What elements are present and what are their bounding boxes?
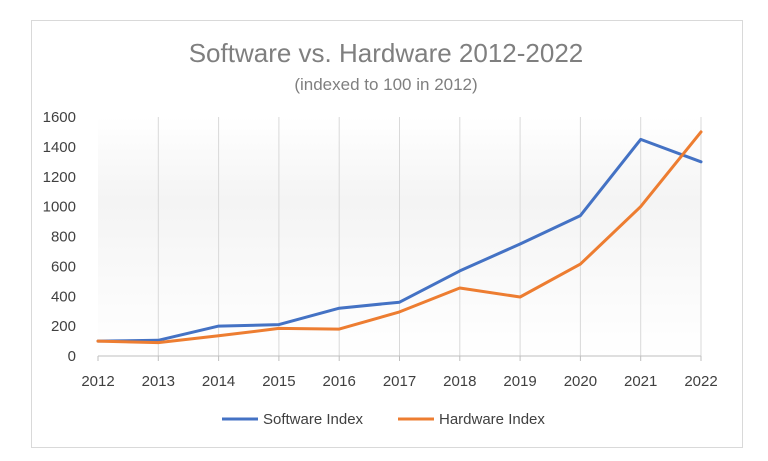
data-point (639, 205, 642, 208)
x-tick-label: 2017 (383, 373, 416, 390)
data-point (699, 130, 703, 134)
x-axis-labels: 2012 2013 2014 2015 2016 2017 2018 2019 2020 2021… (81, 373, 717, 390)
x-tick-label: 2018 (443, 373, 476, 390)
data-point (217, 324, 220, 328)
data-point (579, 214, 582, 217)
y-tick-label: 400 (51, 288, 76, 305)
data-point (217, 334, 220, 338)
y-tick-label: 1200 (43, 169, 76, 186)
x-tick-label: 2020 (564, 373, 597, 390)
data-point (518, 242, 522, 246)
y-tick-label: 1000 (43, 199, 76, 216)
data-point (458, 286, 461, 290)
legend-label-software: Software Index (263, 411, 364, 428)
data-point (398, 301, 401, 304)
legend-label-hardware: Hardware Index (439, 411, 545, 428)
y-tick-label: 600 (51, 258, 76, 275)
legend: Software Index Hardware Index (222, 411, 545, 428)
x-tick-label: 2014 (202, 373, 235, 390)
data-point (458, 269, 461, 273)
x-tick-label: 2013 (142, 373, 175, 390)
vertical-gridlines (157, 117, 702, 356)
data-point (96, 339, 100, 343)
x-tick-label: 2016 (323, 373, 356, 390)
data-point (157, 341, 160, 344)
y-tick-label: 1600 (43, 109, 76, 126)
y-axis-labels: 0 200 400 600 800 1000 1200 1400 1600 (43, 109, 76, 365)
y-tick-label: 800 (51, 229, 76, 246)
x-tick-label: 2015 (262, 373, 295, 390)
data-point (639, 138, 642, 141)
data-point (338, 327, 341, 331)
x-tick-label: 2019 (503, 373, 536, 390)
data-point (157, 339, 160, 342)
data-point (699, 160, 703, 164)
y-tick-label: 0 (68, 348, 76, 365)
series-lines (96, 130, 703, 345)
y-tick-label: 200 (51, 318, 76, 335)
x-tick-label: 2022 (684, 373, 717, 390)
data-point (277, 327, 281, 330)
data-point (579, 262, 582, 266)
x-tick-label: 2012 (81, 373, 114, 390)
data-point (398, 310, 401, 314)
y-tick-label: 1400 (43, 139, 76, 156)
x-tick-label: 2021 (624, 373, 657, 390)
chart-title: Software vs. Hardware 2012-2022 (189, 38, 584, 68)
data-point (338, 307, 341, 310)
data-point (518, 295, 522, 299)
data-point (277, 323, 281, 326)
x-axis-ticks (97, 356, 702, 361)
chart-subtitle: (indexed to 100 in 2012) (294, 75, 477, 94)
